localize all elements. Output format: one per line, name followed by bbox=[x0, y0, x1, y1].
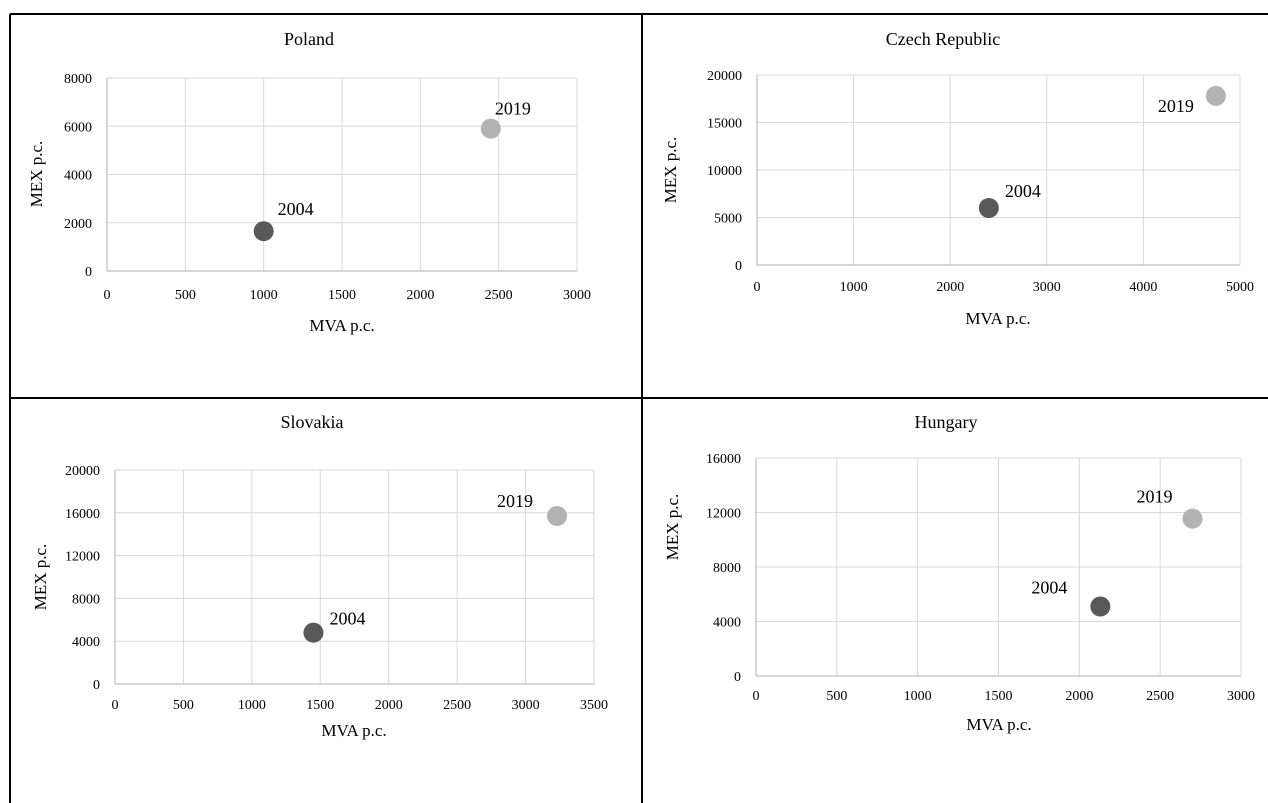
x-tick-label: 1000 bbox=[250, 288, 278, 303]
x-tick-label: 1500 bbox=[306, 698, 334, 713]
x-axis-label: MVA p.c. bbox=[966, 715, 1031, 734]
chart-title: Czech Republic bbox=[886, 29, 1000, 49]
x-tick-label: 0 bbox=[104, 288, 111, 303]
data-point-2019 bbox=[480, 118, 501, 139]
data-point-2004 bbox=[253, 221, 274, 242]
y-tick-label: 8000 bbox=[64, 72, 92, 87]
data-point-2019 bbox=[1182, 508, 1203, 529]
y-tick-label: 6000 bbox=[64, 120, 92, 135]
x-tick-label: 0 bbox=[754, 280, 761, 295]
x-tick-label: 3500 bbox=[580, 698, 608, 713]
data-label-2019: 2019 bbox=[497, 491, 533, 511]
chart-panel-hungary: Hungary 0 500 1000 1500 2000 2500 3000 0 4000 800… bbox=[663, 412, 1255, 734]
data-label-2019: 2019 bbox=[1137, 487, 1173, 507]
x-tick-label: 5000 bbox=[1226, 280, 1254, 295]
plot-area: 0 500 1000 1500 2000 2500 3000 0 2000 4000 6000 800… bbox=[64, 72, 591, 303]
data-label-2019: 2019 bbox=[495, 99, 531, 119]
data-label-2004: 2004 bbox=[278, 199, 314, 219]
y-tick-label: 2000 bbox=[64, 217, 92, 232]
plot-area: 0 500 1000 1500 2000 2500 3000 0 4000 8000 12000 16… bbox=[706, 452, 1255, 704]
y-axis-label: MEX p.c. bbox=[663, 494, 682, 561]
x-tick-label: 4000 bbox=[1129, 280, 1157, 295]
data-label-2019: 2019 bbox=[1158, 96, 1194, 116]
x-tick-label: 1000 bbox=[840, 280, 868, 295]
x-tick-label: 3000 bbox=[1227, 689, 1255, 704]
y-tick-label: 5000 bbox=[714, 212, 742, 227]
y-tick-label: 0 bbox=[735, 259, 742, 274]
chart-title: Poland bbox=[284, 29, 334, 49]
chart-panel-poland: Poland 0 500 1000 1500 2000 2500 3000 0 2000 4000… bbox=[27, 29, 591, 335]
y-tick-label: 0 bbox=[93, 678, 100, 693]
y-tick-label: 20000 bbox=[707, 69, 742, 84]
data-point-2004 bbox=[978, 198, 999, 218]
x-tick-label: 2500 bbox=[485, 288, 513, 303]
panel-frame bbox=[9, 13, 1268, 803]
x-tick-label: 0 bbox=[753, 689, 760, 704]
data-point-2019 bbox=[1205, 85, 1226, 106]
y-tick-label: 20000 bbox=[65, 464, 100, 479]
x-axis-label: MVA p.c. bbox=[965, 309, 1030, 328]
y-tick-label: 0 bbox=[734, 670, 741, 685]
x-axis-label: MVA p.c. bbox=[309, 316, 374, 335]
data-label-2004: 2004 bbox=[1005, 181, 1041, 201]
x-tick-label: 2000 bbox=[936, 280, 964, 295]
x-tick-label: 2500 bbox=[443, 698, 471, 713]
plot-area: 0 1000 2000 3000 4000 5000 0 5000 10000 15000 2000… bbox=[707, 69, 1254, 295]
x-tick-label: 1000 bbox=[238, 698, 266, 713]
y-tick-label: 16000 bbox=[706, 452, 741, 467]
x-tick-label: 500 bbox=[175, 288, 196, 303]
y-tick-label: 12000 bbox=[65, 550, 100, 565]
x-tick-label: 0 bbox=[112, 698, 119, 713]
y-axis-label: MEX p.c. bbox=[31, 544, 50, 611]
y-tick-label: 0 bbox=[85, 265, 92, 280]
chart-title: Hungary bbox=[915, 412, 978, 432]
y-tick-label: 4000 bbox=[64, 169, 92, 184]
chart-title: Slovakia bbox=[281, 412, 344, 432]
y-tick-label: 12000 bbox=[706, 507, 741, 522]
x-tick-label: 1500 bbox=[328, 288, 356, 303]
x-tick-label: 2000 bbox=[406, 288, 434, 303]
data-label-2004: 2004 bbox=[329, 609, 365, 629]
y-axis-label: MEX p.c. bbox=[661, 137, 680, 204]
data-point-2004 bbox=[1090, 596, 1111, 617]
x-tick-label: 500 bbox=[826, 689, 847, 704]
x-tick-label: 3000 bbox=[512, 698, 540, 713]
plot-area: 0 500 1000 1500 2000 2500 3000 3500 0 4000 8000 120… bbox=[65, 464, 608, 713]
chart-panel-slovakia: Slovakia 0 500 1000 1500 2000 2500 3000 3500 0 40… bbox=[31, 412, 608, 740]
data-point-2004 bbox=[303, 622, 324, 643]
y-axis-label: MEX p.c. bbox=[27, 141, 46, 208]
x-tick-label: 2000 bbox=[375, 698, 403, 713]
y-tick-label: 16000 bbox=[65, 507, 100, 522]
x-tick-label: 3000 bbox=[1033, 280, 1061, 295]
chart-panel-czech-republic: Czech Republic 0 1000 2000 3000 4000 5000 0 500… bbox=[661, 29, 1254, 328]
x-tick-label: 2500 bbox=[1146, 689, 1174, 704]
x-tick-label: 1500 bbox=[985, 689, 1013, 704]
y-tick-label: 4000 bbox=[713, 616, 741, 631]
x-tick-label: 500 bbox=[173, 698, 194, 713]
y-tick-label: 10000 bbox=[707, 164, 742, 179]
y-tick-label: 8000 bbox=[72, 592, 100, 607]
x-tick-label: 3000 bbox=[563, 288, 591, 303]
y-tick-label: 4000 bbox=[72, 635, 100, 650]
y-tick-label: 15000 bbox=[707, 117, 742, 132]
x-tick-label: 2000 bbox=[1065, 689, 1093, 704]
x-axis-label: MVA p.c. bbox=[321, 721, 386, 740]
data-point-2019 bbox=[547, 506, 568, 527]
x-tick-label: 1000 bbox=[904, 689, 932, 704]
data-label-2004: 2004 bbox=[1031, 578, 1067, 598]
y-tick-label: 8000 bbox=[713, 561, 741, 576]
